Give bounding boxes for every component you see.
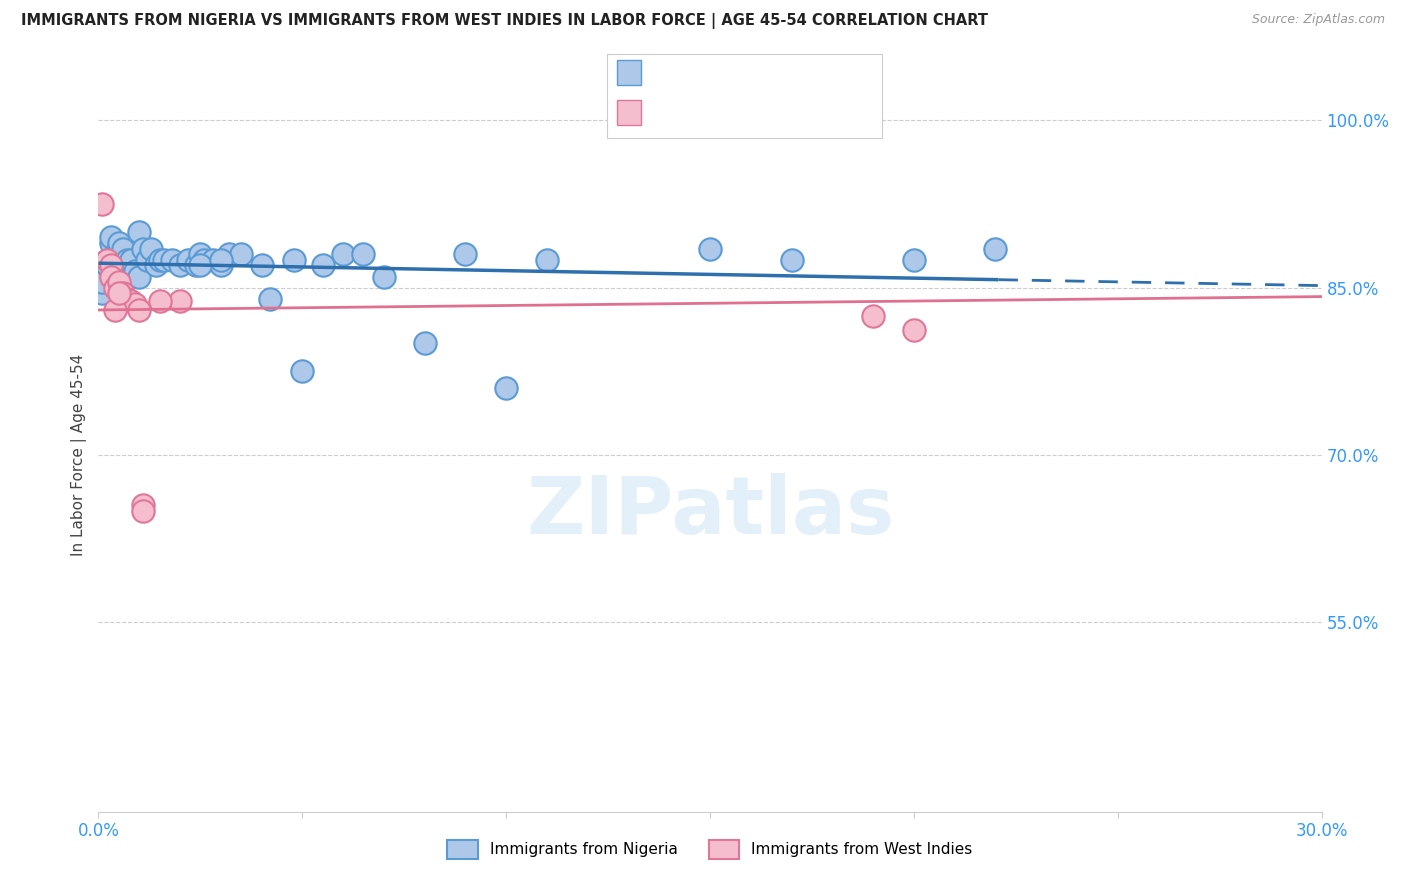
- Text: 52: 52: [783, 62, 804, 77]
- Text: 19: 19: [790, 102, 811, 117]
- Immigrants from Nigeria: [91, 275, 114, 289]
- Immigrants from Nigeria: [495, 381, 517, 395]
- Immigrants from West Indies: [903, 323, 925, 337]
- Immigrants from West Indies: [132, 503, 155, 517]
- Immigrants from Nigeria: [209, 259, 232, 273]
- Immigrants from Nigeria: [193, 252, 215, 267]
- Immigrants from West Indies: [124, 297, 146, 311]
- Immigrants from Nigeria: [141, 242, 163, 256]
- Text: 0.060: 0.060: [685, 102, 733, 117]
- Immigrants from Nigeria: [91, 286, 114, 301]
- Immigrants from West Indies: [120, 293, 142, 308]
- Immigrants from Nigeria: [984, 242, 1007, 256]
- Immigrants from West Indies: [104, 303, 127, 318]
- Immigrants from Nigeria: [312, 259, 335, 273]
- Immigrants from West Indies: [862, 309, 884, 323]
- Text: R =: R =: [650, 62, 683, 77]
- Immigrants from Nigeria: [536, 252, 558, 267]
- Immigrants from Nigeria: [136, 252, 159, 267]
- Immigrants from Nigeria: [352, 247, 374, 261]
- Immigrants from West Indies: [100, 259, 122, 273]
- Text: Source: ZipAtlas.com: Source: ZipAtlas.com: [1251, 13, 1385, 27]
- Immigrants from Nigeria: [186, 259, 208, 273]
- Immigrants from West Indies: [169, 293, 191, 308]
- Text: 0.227: 0.227: [685, 62, 733, 77]
- Immigrants from West Indies: [132, 498, 155, 512]
- Immigrants from West Indies: [115, 292, 138, 306]
- Y-axis label: In Labor Force | Age 45-54: In Labor Force | Age 45-54: [72, 354, 87, 556]
- Immigrants from Nigeria: [115, 252, 138, 267]
- Immigrants from Nigeria: [149, 252, 172, 267]
- Immigrants from Nigeria: [100, 230, 122, 244]
- Immigrants from Nigeria: [128, 225, 150, 239]
- Immigrants from Nigeria: [188, 247, 212, 261]
- Immigrants from Nigeria: [145, 259, 167, 273]
- Immigrants from Nigeria: [100, 235, 122, 250]
- Immigrants from Nigeria: [96, 259, 118, 273]
- Immigrants from Nigeria: [209, 252, 232, 267]
- Immigrants from Nigeria: [250, 259, 273, 273]
- Immigrants from Nigeria: [454, 247, 477, 261]
- Immigrants from West Indies: [111, 286, 134, 301]
- Text: N =: N =: [748, 62, 782, 77]
- Immigrants from West Indies: [104, 280, 127, 294]
- Immigrants from West Indies: [149, 293, 172, 308]
- Immigrants from Nigeria: [108, 235, 131, 250]
- Text: ZIPatlas: ZIPatlas: [526, 473, 894, 551]
- Immigrants from Nigeria: [373, 269, 395, 284]
- Immigrants from Nigeria: [108, 242, 131, 256]
- Immigrants from West Indies: [108, 275, 131, 289]
- Immigrants from Nigeria: [201, 252, 224, 267]
- Immigrants from Nigeria: [188, 259, 212, 273]
- Immigrants from West Indies: [100, 269, 122, 284]
- Immigrants from Nigeria: [231, 247, 253, 261]
- Immigrants from West Indies: [108, 286, 131, 301]
- Immigrants from Nigeria: [104, 252, 127, 267]
- Immigrants from Nigeria: [259, 292, 281, 306]
- Immigrants from Nigeria: [91, 269, 114, 284]
- Immigrants from Nigeria: [699, 242, 721, 256]
- Text: R =: R =: [650, 102, 683, 117]
- Immigrants from West Indies: [96, 252, 118, 267]
- Immigrants from Nigeria: [332, 247, 354, 261]
- Immigrants from West Indies: [128, 303, 150, 318]
- Immigrants from Nigeria: [128, 269, 150, 284]
- Legend: Immigrants from Nigeria, Immigrants from West Indies: Immigrants from Nigeria, Immigrants from…: [441, 834, 979, 864]
- Immigrants from Nigeria: [111, 242, 134, 256]
- Immigrants from Nigeria: [177, 252, 200, 267]
- Text: N =: N =: [748, 102, 782, 117]
- Immigrants from Nigeria: [160, 252, 183, 267]
- Immigrants from Nigeria: [152, 252, 174, 267]
- Immigrants from West Indies: [91, 197, 114, 211]
- Immigrants from Nigeria: [111, 247, 134, 261]
- Immigrants from Nigeria: [218, 247, 240, 261]
- Text: IMMIGRANTS FROM NIGERIA VS IMMIGRANTS FROM WEST INDIES IN LABOR FORCE | AGE 45-5: IMMIGRANTS FROM NIGERIA VS IMMIGRANTS FR…: [21, 13, 988, 29]
- Immigrants from Nigeria: [104, 247, 127, 261]
- Immigrants from Nigeria: [96, 252, 118, 267]
- Immigrants from Nigeria: [780, 252, 803, 267]
- Immigrants from Nigeria: [169, 259, 191, 273]
- Immigrants from Nigeria: [120, 252, 142, 267]
- Immigrants from Nigeria: [283, 252, 305, 267]
- Immigrants from Nigeria: [291, 364, 314, 378]
- Immigrants from Nigeria: [903, 252, 925, 267]
- Immigrants from Nigeria: [132, 242, 155, 256]
- Immigrants from Nigeria: [413, 336, 436, 351]
- Immigrants from Nigeria: [124, 264, 146, 278]
